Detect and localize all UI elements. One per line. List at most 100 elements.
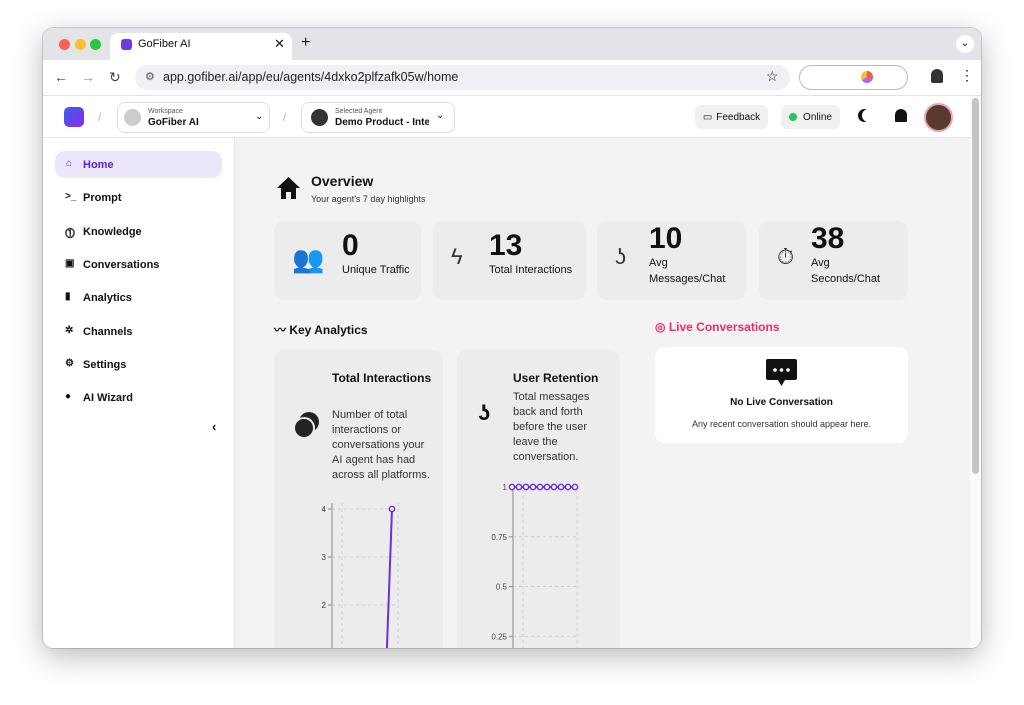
nav-item[interactable]: Analytics	[83, 291, 132, 304]
bookmark-star[interactable]: ☆	[766, 68, 779, 84]
stat-label: Total Interactions	[489, 264, 573, 276]
live-title: Live Conversations	[668, 320, 780, 334]
maximize-button[interactable]	[90, 39, 101, 50]
charts: 2 3 4 0.25 0.5 0.75 1	[322, 483, 579, 648]
tab-close[interactable]: ✕	[274, 36, 285, 51]
extensions[interactable]	[799, 65, 908, 90]
status-dot	[789, 113, 798, 121]
workspace-selector[interactable]	[117, 102, 270, 133]
line	[385, 508, 393, 648]
browser-menu[interactable]: ⋮	[960, 67, 974, 83]
card-title: User Retention	[513, 371, 599, 385]
stat-label: Avg Messages/Chat	[649, 257, 726, 285]
point	[536, 483, 544, 491]
overview-subtitle: Your agent's 7 day highlights	[311, 194, 426, 204]
stat-card	[274, 221, 421, 300]
tab-menu[interactable]: ⌄	[956, 35, 974, 53]
user-avatar[interactable]	[924, 103, 953, 132]
nav-icon: ⌂	[66, 158, 73, 169]
site-info[interactable]: ⚙	[145, 71, 155, 83]
live-heading: ◎ Live Conversations	[655, 320, 780, 334]
workspace-name: GoFiber AI	[148, 117, 199, 128]
point	[388, 505, 396, 513]
sidebar	[43, 138, 235, 648]
workspace-label: Workspace	[148, 108, 183, 115]
agent-label: Selected Agent	[335, 108, 383, 115]
point	[508, 483, 516, 491]
agent-avatar	[311, 109, 328, 126]
new-tab[interactable]: +	[301, 34, 311, 51]
stat-value: 10	[649, 222, 683, 255]
back-button[interactable]: ←	[54, 69, 68, 85]
workspace-avatar	[124, 109, 141, 126]
agent-selector[interactable]	[301, 102, 455, 133]
nav-icon: ⓵	[65, 229, 75, 240]
y-tick-label: 0.5	[496, 583, 508, 592]
status-label: Online	[803, 111, 832, 123]
stat-value: 13	[489, 229, 523, 262]
feedback-icon: ▭	[702, 111, 713, 123]
y-tick-label: 1	[503, 483, 508, 492]
stat-value: 38	[811, 222, 845, 255]
close-button[interactable]	[59, 39, 70, 50]
app-header	[43, 96, 981, 138]
notifications[interactable]	[895, 109, 907, 122]
stat-card	[597, 221, 746, 300]
forward-button[interactable]: →	[81, 69, 95, 85]
stat-label: Unique Traffic	[342, 264, 410, 276]
key-analytics-icon: 〰	[274, 323, 290, 337]
minimize-button[interactable]	[75, 39, 86, 50]
app-logo[interactable]	[64, 107, 84, 127]
nav-item[interactable]: Knowledge	[83, 225, 142, 238]
overview-icon	[277, 177, 300, 199]
tab[interactable]	[110, 33, 292, 60]
status-button[interactable]: Online	[781, 105, 840, 129]
nav-item[interactable]: Channels	[83, 325, 133, 338]
stat-value: 0	[342, 229, 359, 262]
card-description: Total messages back and forth before the…	[513, 391, 590, 463]
card-description: Number of total interactions or conversa…	[332, 409, 430, 481]
empty-chat-icon	[766, 359, 797, 386]
address-bar[interactable]	[135, 65, 790, 90]
url: app.gofiber.ai/app/eu/agents/4dxko2plfza…	[163, 70, 459, 84]
profile-button[interactable]	[931, 69, 943, 83]
nav-item[interactable]: Home	[55, 151, 222, 178]
card-title: Total Interactions	[332, 371, 432, 385]
analytics-card	[274, 350, 443, 648]
nav-item[interactable]: AI Wizard	[83, 391, 134, 404]
live-icon: ◎	[655, 320, 669, 334]
nav-icon: ▮	[65, 291, 71, 302]
extension-icon[interactable]	[861, 71, 873, 83]
chevron: ⌄	[436, 110, 445, 121]
point	[543, 483, 551, 491]
y-tick-label: 2	[322, 601, 327, 610]
nav-item[interactable]: Prompt	[83, 191, 122, 204]
feedback-label: Feedback	[716, 111, 761, 123]
feedback-button[interactable]: ▭ Feedback	[695, 105, 768, 129]
y-tick-label: 0.75	[491, 533, 507, 542]
nav-icon: ⚙	[65, 358, 74, 369]
hook-icon: ʖ	[478, 400, 491, 425]
separator: /	[283, 110, 287, 124]
nav-item[interactable]: Conversations	[83, 258, 160, 271]
stat-icon: ʖ	[615, 244, 626, 269]
y-tick-label: 0.25	[491, 632, 507, 641]
empty-title: No Live Conversation	[730, 397, 833, 408]
point	[529, 483, 537, 491]
scrollbar-thumb[interactable]	[972, 98, 979, 474]
nav-item[interactable]: Settings	[83, 358, 127, 371]
agent-name: Demo Product - Inter	[335, 117, 429, 128]
nav-icon: >_	[65, 191, 77, 202]
stat-icon: 👥	[292, 244, 325, 274]
reload-button[interactable]: ↻	[109, 69, 121, 85]
point	[550, 483, 558, 491]
window-content: GoFiber AI ✕ + ⌄ ← → ↻ ⚙ app.gofiber.ai/…	[43, 28, 981, 648]
nav-icon: ●	[65, 391, 72, 402]
tab-title: GoFiber AI	[138, 38, 191, 50]
y-tick-label: 3	[322, 553, 327, 562]
stat-icon: ⏱	[777, 244, 795, 269]
stat-card	[759, 221, 908, 300]
collapse-sidebar[interactable]: ‹	[212, 419, 217, 434]
stat-icon: ϟ	[451, 244, 463, 269]
